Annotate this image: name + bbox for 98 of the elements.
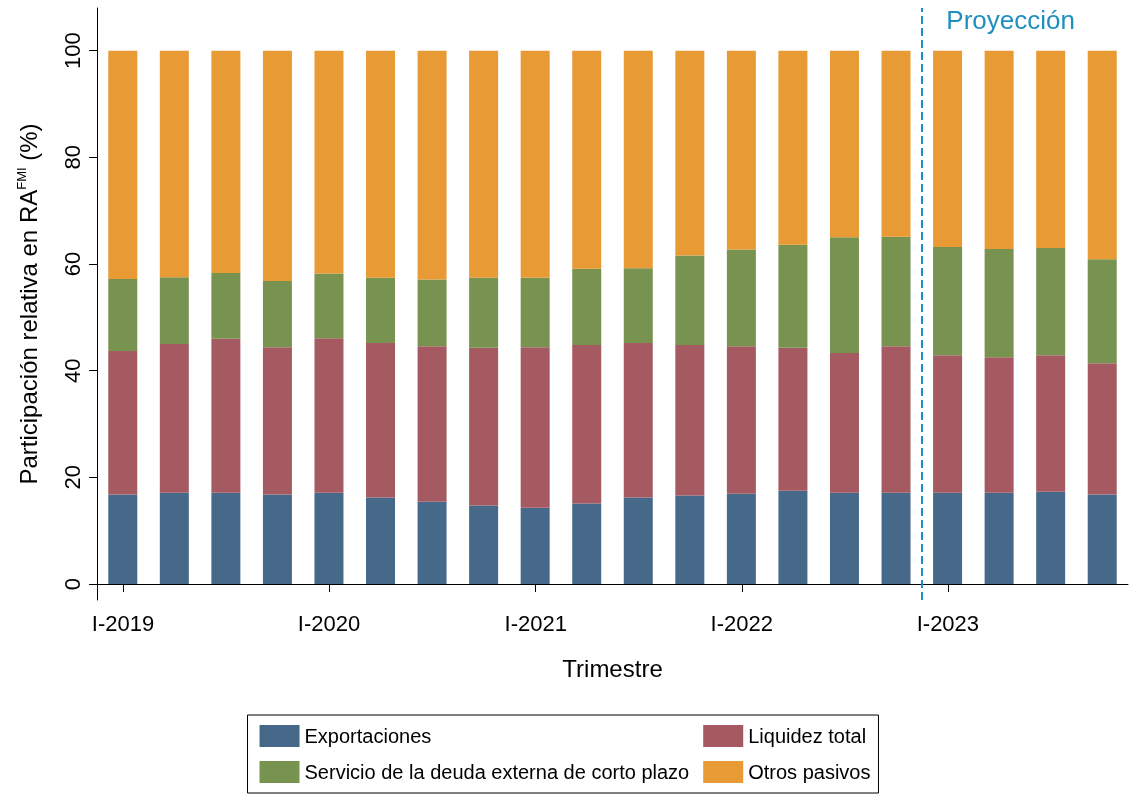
- bar: [572, 345, 602, 504]
- bar: [984, 357, 1014, 493]
- y-axis-title: Participación relativa en RAFMI (%): [14, 123, 42, 485]
- bar: [881, 492, 911, 584]
- bar: [469, 505, 499, 584]
- bar: [778, 490, 808, 584]
- bar: [366, 50, 396, 278]
- bar: [675, 255, 705, 346]
- bar: [675, 495, 705, 584]
- bar: [933, 246, 963, 356]
- bar: [520, 277, 550, 348]
- bar: [108, 494, 138, 584]
- bar: [159, 492, 189, 584]
- bar: [984, 249, 1014, 358]
- legend-label: Liquidez total: [748, 725, 867, 747]
- bar: [366, 342, 396, 498]
- bar: [1036, 248, 1066, 356]
- bar: [933, 492, 963, 584]
- bar: [314, 338, 344, 493]
- bar: [881, 346, 911, 493]
- legend-label: Exportaciones: [304, 725, 432, 747]
- bar: [778, 244, 808, 348]
- bar: [881, 50, 911, 237]
- bar: [366, 277, 396, 343]
- bar: [520, 50, 550, 278]
- bar: [778, 50, 808, 245]
- y-tick-label: 80: [59, 145, 85, 170]
- x-tick-label: I-2023: [916, 610, 980, 636]
- bar: [417, 501, 447, 584]
- y-tick-label: 100: [59, 32, 85, 70]
- bar: [1087, 259, 1117, 364]
- bar: [675, 345, 705, 496]
- bar: [829, 237, 859, 354]
- x-tick-label: I-2021: [504, 610, 567, 636]
- bar: [572, 503, 602, 584]
- bar: [469, 277, 499, 348]
- bar: [933, 50, 963, 247]
- bar: [366, 497, 396, 584]
- bar: [262, 281, 292, 348]
- y-tick-label: 20: [59, 465, 85, 490]
- ref-line-label: Proyección: [946, 5, 1075, 35]
- bar: [726, 249, 756, 347]
- bar: [726, 493, 756, 584]
- y-tick-label: 60: [59, 251, 85, 277]
- bar: [1087, 494, 1117, 584]
- bar: [159, 50, 189, 278]
- bar: [520, 347, 550, 508]
- bar: [1036, 50, 1066, 248]
- bar: [211, 273, 241, 339]
- bar: [314, 50, 344, 274]
- legend-label: Servicio de la deuda externa de corto plazo: [304, 761, 690, 783]
- bar: [469, 347, 499, 506]
- bar: [108, 278, 138, 351]
- x-axis-title: Trimestre: [562, 654, 663, 682]
- bar: [417, 279, 447, 347]
- bar: [572, 268, 602, 346]
- bar: [984, 492, 1014, 584]
- bar: [417, 346, 447, 502]
- bar: [1036, 355, 1066, 492]
- x-tick-label: I-2020: [297, 610, 361, 636]
- bar: [211, 50, 241, 274]
- bar: [726, 346, 756, 494]
- bar: [1087, 50, 1117, 260]
- bar: [881, 236, 911, 347]
- bar: [984, 50, 1014, 250]
- bar: [211, 338, 241, 493]
- bar: [623, 50, 653, 269]
- x-tick-label: I-2022: [710, 610, 773, 636]
- bar: [829, 50, 859, 238]
- x-tick-label: I-2019: [91, 610, 155, 636]
- bar: [623, 268, 653, 343]
- bar: [262, 50, 292, 282]
- bar: [159, 277, 189, 344]
- bar: [262, 347, 292, 495]
- bar: [623, 342, 653, 498]
- bar: [933, 355, 963, 493]
- bar: [726, 50, 756, 250]
- bar: [829, 492, 859, 584]
- bar: [211, 492, 241, 584]
- bar: [314, 492, 344, 584]
- legend-label: Otros pasivos: [748, 761, 871, 783]
- bar: [829, 353, 859, 493]
- bar: [778, 347, 808, 491]
- bar: [262, 494, 292, 584]
- bar: [314, 273, 344, 339]
- bar: [520, 507, 550, 584]
- y-tick-label: 0: [59, 577, 85, 591]
- bar: [417, 50, 447, 280]
- bar: [1036, 491, 1066, 584]
- bar: [159, 344, 189, 493]
- bar: [108, 50, 138, 279]
- bar: [1087, 363, 1117, 495]
- bar: [572, 50, 602, 269]
- bar: [108, 350, 138, 495]
- bar: [469, 50, 499, 278]
- y-tick-label: 40: [59, 358, 85, 383]
- bar: [675, 50, 705, 256]
- bar: [623, 497, 653, 584]
